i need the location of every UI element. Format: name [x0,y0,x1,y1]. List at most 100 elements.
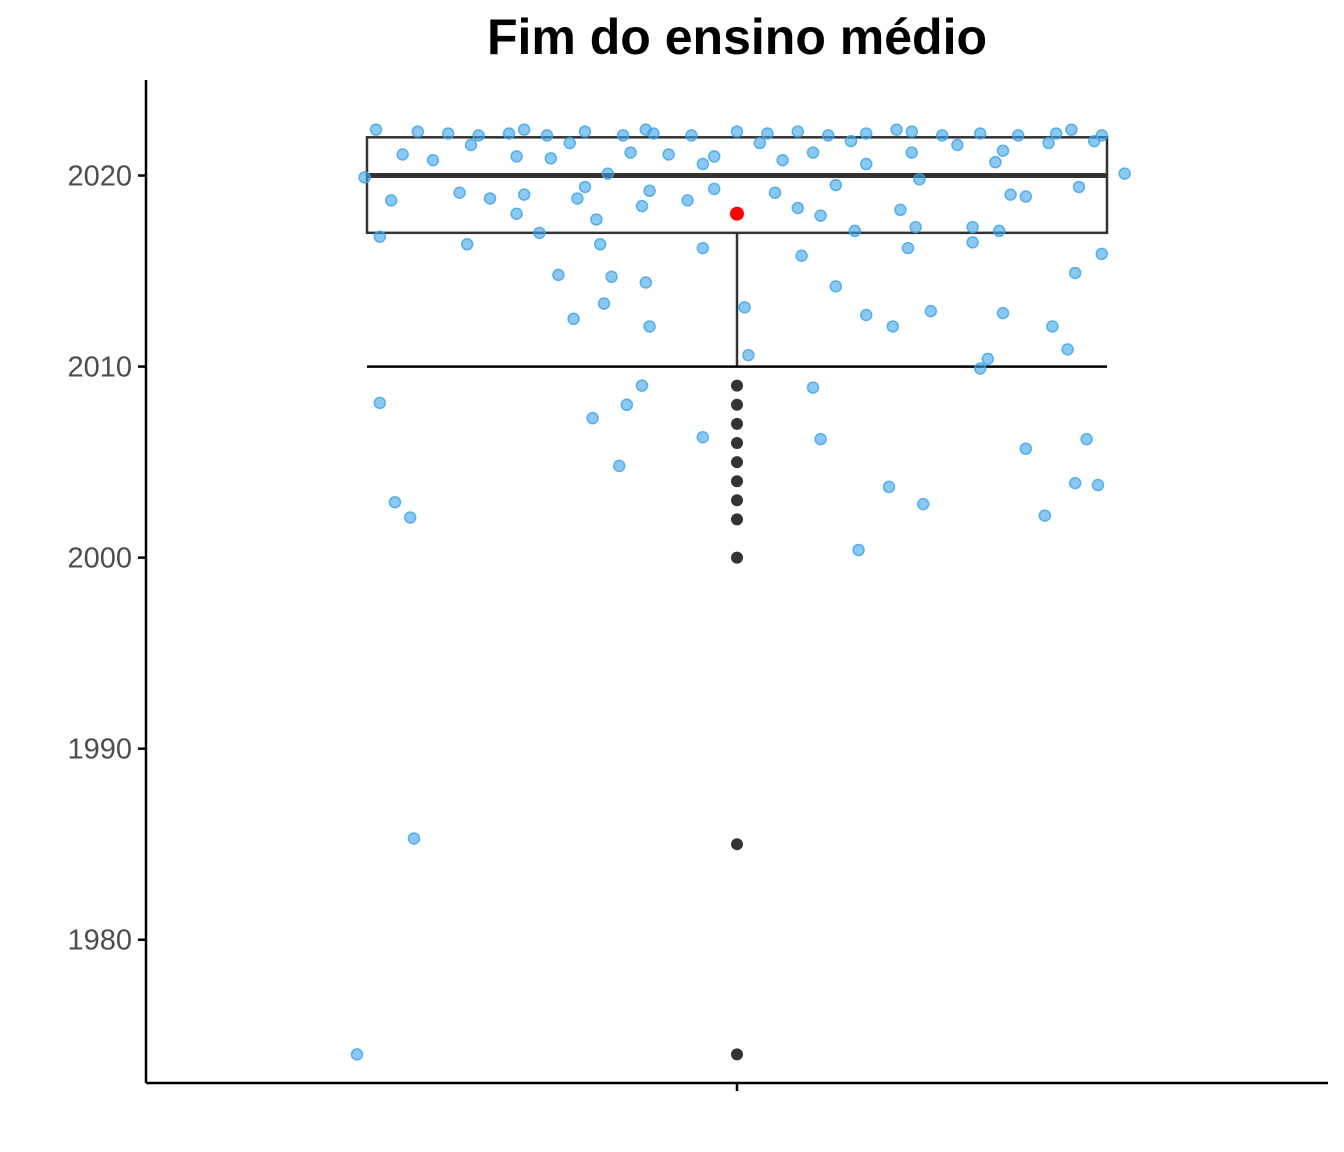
jitter-point [791,125,805,138]
outlier-point [731,475,743,488]
jitter-point [567,312,580,326]
jitter-point [981,352,995,366]
jitter-point [761,127,774,140]
jitter-point [396,148,409,161]
jitter-point [517,123,531,136]
jitter-point [1068,476,1082,490]
jitter-point [1019,190,1033,203]
jitter-point [742,348,755,362]
jitter-point [909,220,922,234]
jitter-point [1118,167,1131,180]
jitter-point [358,171,371,184]
jitter-point [886,320,900,333]
jitter-point [966,236,979,249]
jitter-point [753,136,767,150]
jitter-point [612,459,626,473]
jitter-point [571,192,584,205]
jitter-point [996,144,1010,157]
jitter-point [707,150,721,163]
jitter-point [540,129,554,142]
jitter-point [593,238,607,251]
jitter-point [1091,478,1105,492]
outlier-point [731,1048,743,1061]
jitter-point [373,396,387,410]
jitter-point [890,123,903,136]
jitter-point [453,186,466,199]
jitter-point [738,301,751,314]
jitter-point [806,381,820,394]
jitter-point [776,153,789,167]
outlier-point [731,838,743,851]
jitter-point [384,194,398,207]
outlier-point [731,494,743,507]
jitter-point [924,304,938,318]
jitter-point [502,127,516,140]
jitter-point [407,832,421,845]
jitter-point [1080,432,1093,446]
jitter-point [464,138,478,152]
y-tick-label: 2000 [67,543,132,575]
jitter-point [901,241,915,255]
jitter-point [951,138,964,152]
jitter-point [1038,509,1052,522]
outlier-point [731,456,743,469]
jitter-point [1042,136,1055,150]
jitter-point [1065,123,1078,136]
jitter-point [829,178,843,192]
jitter-point [730,125,744,138]
jitter-point [1061,343,1074,356]
jitter-point [605,270,618,284]
jitter-point [620,398,634,412]
jitter-point [821,129,835,142]
y-tick-label: 1980 [67,925,132,957]
jitter-point [563,136,577,150]
jitter-point [992,224,1006,238]
jitter-point [1004,188,1017,201]
jitter-point [578,125,592,138]
jitter-point [916,497,930,511]
jitter-point [403,511,417,524]
jitter-point [639,276,653,289]
axes: 1980 1990 2000 2010 2020 [67,80,1328,1091]
jitter-point [852,543,865,557]
jitter-point [973,362,987,375]
outlier-point [731,398,743,411]
jitter-point [350,1048,364,1061]
jitter-point [460,238,474,251]
jitter-point [814,432,827,446]
jitter-point [905,146,919,159]
jitter-point [590,213,603,226]
jitter-point [814,209,827,222]
jitter-point [1019,442,1033,455]
jitter-point [662,148,675,161]
outlier-point [731,551,743,564]
y-tick-label: 2020 [67,161,132,193]
jitter-point [1068,266,1082,280]
jitter-point [616,129,630,142]
jitter-point [1072,180,1086,194]
outlier-point [731,436,743,449]
jitter-point [544,152,558,165]
jitter-point [848,224,862,238]
jitter-point [624,146,637,159]
jitter-point [510,207,523,220]
outlier-point [731,417,743,430]
jitter-point [696,431,710,444]
jitter-point [859,157,873,171]
jitter-point [517,188,531,201]
jitter-point [685,129,698,142]
outlier-point [731,379,743,392]
jitter-point [1049,127,1063,140]
jitter-point [681,194,694,207]
jitter-point [441,127,455,140]
jitter-point [935,129,949,142]
jitter-point [844,134,858,148]
jitter-point [696,241,710,255]
jitter-point [791,201,805,215]
jitter-point [643,320,656,333]
jitter-point [601,167,615,180]
y-tick-label: 1990 [67,734,132,766]
jitter-point [426,153,440,167]
jitter-point [597,297,611,310]
jitter-point [643,184,656,198]
